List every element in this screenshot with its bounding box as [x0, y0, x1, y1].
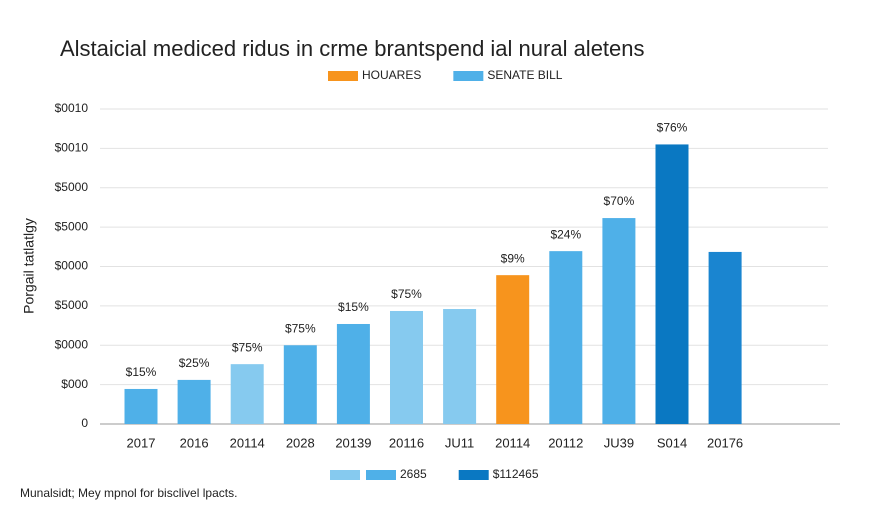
bar-annotation: $75% [285, 321, 316, 335]
y-tick-label: 0 [81, 416, 88, 430]
legend-swatch [453, 71, 484, 81]
x-tick-label: JU39 [604, 435, 634, 450]
legend-swatch [366, 470, 396, 480]
legend-swatch [458, 470, 489, 480]
bar-annotation: $15% [126, 365, 157, 379]
bar [230, 364, 264, 424]
y-tick-label: $5000 [55, 298, 89, 312]
bar [336, 323, 370, 424]
legend-label: HOUARES [362, 68, 421, 82]
y-tick-label: $5000 [55, 219, 89, 233]
bar-annotation: $24% [550, 227, 581, 241]
x-tick-label: S014 [657, 435, 687, 450]
chart-title: Alstaicial mediced ridus in crme brantsp… [60, 36, 645, 61]
footnote: Munalsidt; Mey mpnol for bisclivel lpact… [20, 486, 237, 500]
bar [655, 144, 689, 424]
legend-label: 2685 [400, 467, 427, 481]
bar-annotation: $70% [604, 194, 635, 208]
y-tick-label: $0000 [55, 337, 89, 351]
y-tick-label: $000 [61, 377, 88, 391]
bar-annotation: $25% [179, 356, 210, 370]
x-tick-label: JU11 [445, 435, 474, 450]
x-tick-label: 20139 [335, 435, 371, 450]
x-tick-label: 20116 [389, 435, 424, 450]
bar [549, 251, 583, 424]
x-tick-label: 2017 [127, 435, 156, 450]
x-tick-label: 20114 [495, 435, 530, 450]
x-tick-label: 20114 [230, 435, 265, 450]
y-tick-label: $5000 [55, 180, 89, 194]
y-tick-label: $0010 [55, 141, 89, 155]
bar [124, 388, 158, 424]
bar-annotation: $9% [501, 251, 525, 265]
bar [496, 275, 530, 424]
bar [708, 251, 742, 424]
bar [177, 379, 211, 424]
bar [283, 345, 317, 424]
bar-annotation: $75% [391, 287, 422, 301]
y-tick-label: $0000 [55, 259, 89, 273]
y-axis-label: Porgail tatlatlgy [21, 218, 37, 314]
x-tick-label: 20112 [548, 435, 583, 450]
x-tick-label: 20176 [707, 435, 743, 450]
legend-swatch [330, 470, 360, 480]
bar-annotation: $76% [657, 121, 688, 135]
bar [390, 310, 423, 424]
bar-annotation: $15% [338, 300, 369, 314]
x-tick-label: 2016 [180, 435, 209, 450]
legend-swatch [328, 71, 358, 81]
bar-annotation: $75% [232, 340, 263, 354]
bar [443, 309, 477, 424]
legend-label: $112465 [493, 467, 539, 481]
legend-label: SENATE BILL [487, 68, 562, 82]
y-tick-label: $0010 [55, 101, 89, 115]
bar [602, 218, 636, 424]
x-tick-label: 2028 [286, 435, 315, 450]
